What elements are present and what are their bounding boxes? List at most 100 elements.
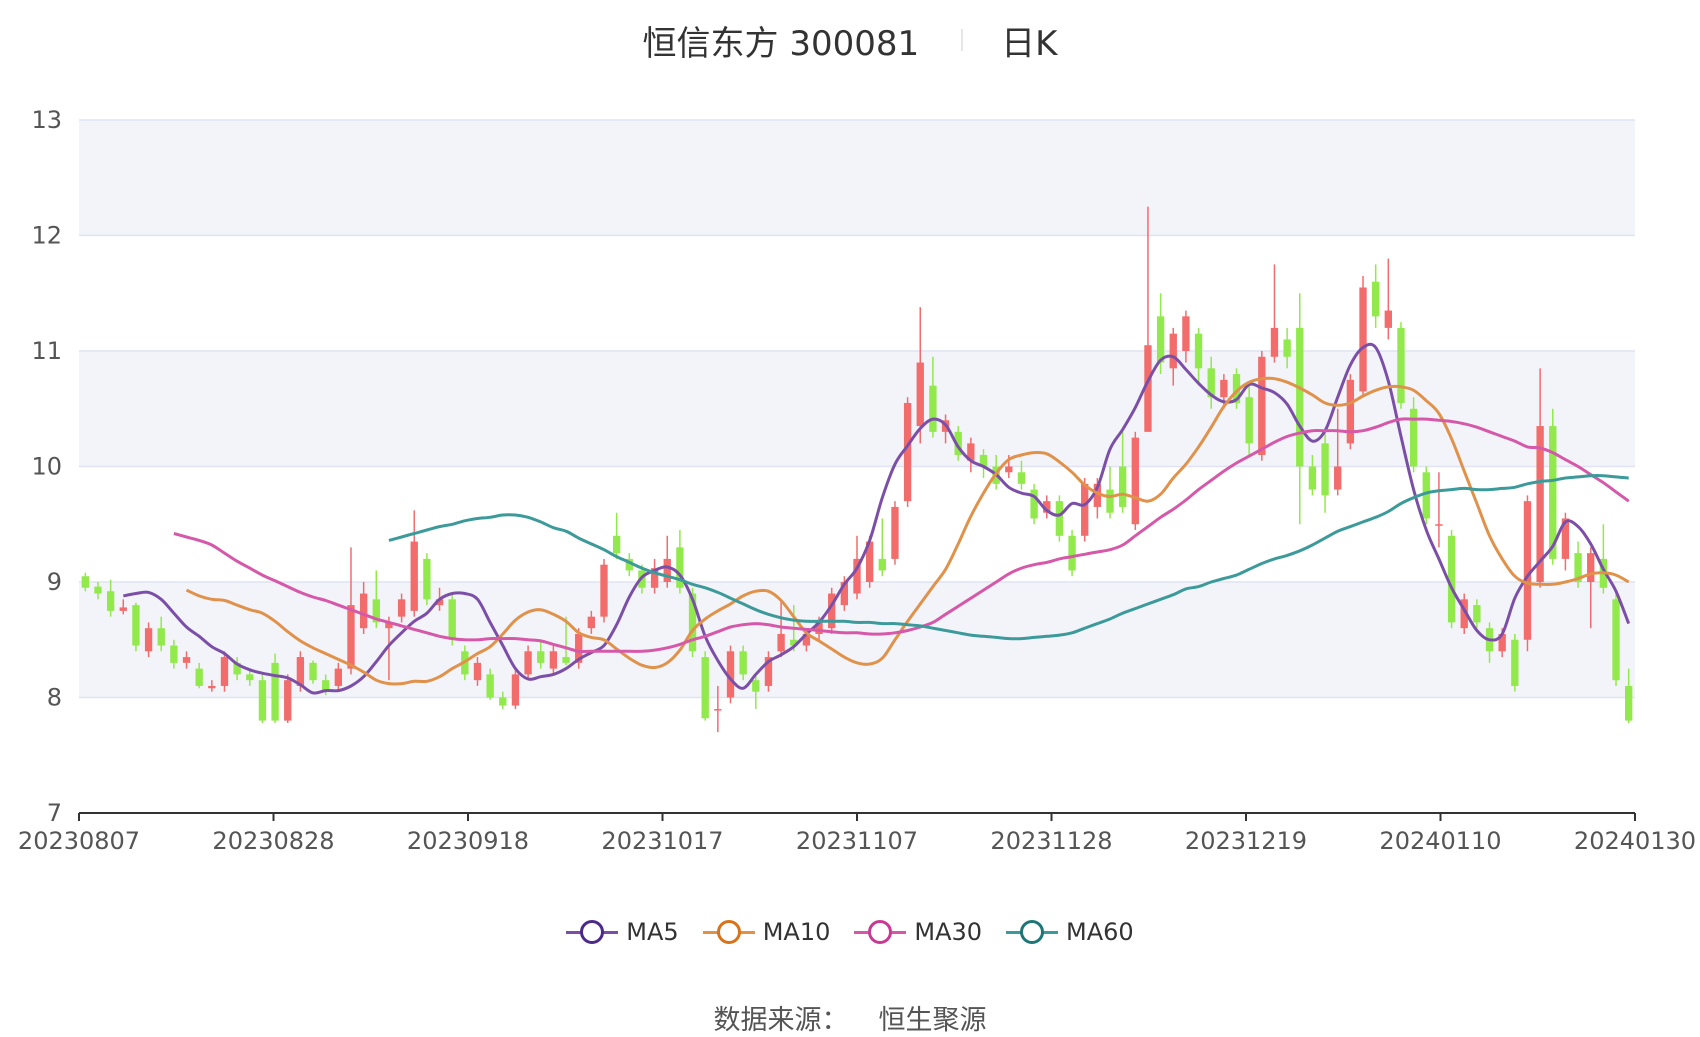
legend-label-ma60: MA60 — [1066, 918, 1134, 946]
candle-body — [1574, 553, 1582, 582]
candle-body — [790, 639, 798, 646]
candle — [1549, 408, 1557, 565]
candle-body — [1612, 599, 1620, 681]
candle — [284, 674, 292, 723]
x-tick-label: 20230828 — [212, 827, 334, 855]
legend-item-ma30[interactable]: MA30 — [854, 918, 982, 946]
candle — [1081, 478, 1089, 542]
candle-body — [1194, 333, 1203, 369]
candle — [1460, 593, 1468, 634]
candle-body — [473, 662, 482, 681]
candle — [1182, 310, 1190, 363]
candle — [739, 645, 747, 681]
candle-body — [676, 547, 684, 588]
candle — [81, 572, 89, 592]
candle-body — [423, 558, 431, 600]
x-tick-label: 20230807 — [18, 827, 140, 855]
x-tick-label: 20231219 — [1185, 827, 1307, 855]
legend-label-ma10: MA10 — [762, 918, 831, 946]
chart-title: 恒信东方 300081 — [642, 23, 920, 64]
candle — [1144, 206, 1152, 432]
candle-body — [840, 582, 849, 606]
candle — [650, 558, 659, 594]
candle-body — [1549, 426, 1557, 559]
candle — [1371, 264, 1380, 328]
candle-body — [1055, 501, 1064, 536]
candle-body — [815, 622, 823, 634]
candle — [448, 593, 456, 646]
candle — [1283, 327, 1291, 369]
legend-item-ma10[interactable]: MA10 — [702, 918, 831, 946]
candle-body — [777, 633, 785, 652]
candle — [537, 639, 545, 669]
candle-body — [726, 651, 735, 698]
candle — [1245, 385, 1253, 455]
candle-body — [435, 599, 444, 606]
candle-body — [1245, 397, 1253, 444]
candle-body — [1030, 489, 1038, 519]
legend-label-ma30: MA30 — [914, 918, 983, 946]
x-axis: 20230807 20230828 20230918 20231017 20231107… — [18, 812, 1696, 855]
candle — [195, 662, 203, 689]
candle-body — [284, 680, 292, 721]
candle — [1409, 397, 1418, 473]
candle — [423, 553, 431, 606]
candle-body — [587, 616, 596, 629]
candle — [726, 645, 735, 704]
candle — [144, 622, 153, 658]
candle — [1043, 495, 1051, 519]
candle-body — [1422, 472, 1430, 519]
candle — [1397, 322, 1405, 409]
candle — [1359, 275, 1367, 398]
candle-body — [322, 680, 330, 692]
candle — [220, 651, 229, 692]
candle-body — [1371, 281, 1380, 317]
candle-body — [562, 657, 570, 663]
candle-body — [1093, 483, 1102, 507]
candle — [1106, 466, 1114, 519]
candle-body — [802, 633, 811, 646]
candle-body — [979, 454, 988, 467]
candle-body — [1068, 535, 1076, 571]
candle-body — [182, 657, 191, 663]
candle — [1068, 530, 1076, 577]
candle — [1447, 530, 1456, 629]
candle-body — [233, 662, 241, 675]
candle — [1536, 368, 1544, 588]
y-tick-label: 13 — [31, 106, 62, 134]
candle-body — [828, 593, 836, 629]
candle — [385, 616, 393, 681]
candle-body — [385, 622, 393, 629]
candle — [94, 582, 102, 600]
candle-body — [1207, 368, 1215, 398]
candle-body — [1536, 426, 1544, 582]
candle-body — [1081, 483, 1089, 536]
candle — [1030, 483, 1038, 525]
candle-body — [891, 506, 899, 559]
candle — [271, 653, 279, 723]
candle-body — [410, 541, 418, 611]
legend-item-ma60[interactable]: MA60 — [1006, 918, 1134, 946]
candle-body — [1296, 327, 1304, 467]
legend-item-ma5[interactable]: MA5 — [566, 918, 679, 946]
candle — [1232, 368, 1241, 409]
plot-band — [79, 697, 1635, 813]
candle-body — [258, 680, 267, 721]
candle — [549, 645, 558, 675]
x-tick-label: 20230918 — [407, 827, 529, 855]
candle — [499, 691, 507, 710]
candle-body — [663, 558, 671, 582]
legend-marker-ma60 — [1006, 918, 1059, 946]
moving-average-lines — [123, 342, 1631, 695]
candle — [1422, 466, 1430, 525]
candle — [676, 530, 684, 594]
legend-marker-ma5 — [566, 918, 619, 946]
candle-body — [397, 599, 406, 617]
candle-body — [1561, 518, 1570, 559]
candle — [979, 449, 988, 479]
series-line-ma10 — [185, 376, 1630, 686]
candle-body — [1498, 633, 1506, 652]
candle — [663, 535, 671, 588]
candle-body — [537, 651, 545, 663]
candle-body — [1359, 287, 1367, 392]
